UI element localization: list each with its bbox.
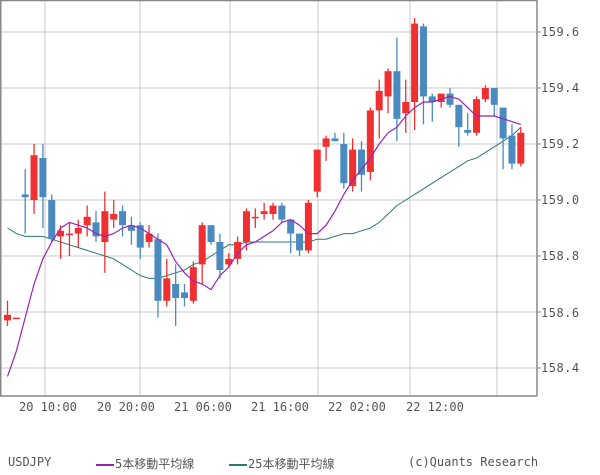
candle-body (119, 211, 127, 226)
candle-body (189, 267, 197, 301)
y-axis-label: 159.0 (541, 193, 580, 207)
candle-body (269, 205, 277, 214)
candle-body (101, 211, 109, 242)
candle-body (517, 132, 525, 164)
candle-body (225, 258, 233, 265)
candle-body (145, 233, 153, 242)
candle-body (30, 155, 38, 200)
legend-symbol: USDJPY (8, 455, 52, 469)
candle-body (21, 194, 29, 198)
candle-body (207, 225, 215, 242)
candle-body (83, 216, 91, 226)
candle-body (304, 202, 312, 251)
candle-body (455, 104, 463, 128)
candle-body (446, 93, 454, 105)
candle-body (393, 71, 401, 119)
candle-body (508, 135, 516, 164)
legend-ma5: 5本移動平均線 (96, 455, 194, 472)
ma25-swatch-icon (229, 463, 247, 466)
candle-body (428, 96, 436, 102)
candle-body (366, 110, 374, 172)
candle-body (65, 233, 73, 236)
candle-body (110, 214, 118, 220)
y-axis-label: 158.8 (541, 249, 580, 263)
x-axis-label: 22 02:00 (328, 400, 386, 414)
candlestick-chart (0, 0, 541, 397)
x-axis-label: 22 12:00 (406, 400, 464, 414)
candle-body (48, 200, 56, 240)
candle-body (242, 211, 250, 242)
candle-body (384, 71, 392, 97)
legend-ma25: 25本移動平均線 (229, 455, 334, 472)
candle-body (4, 314, 11, 321)
x-axis-label: 20 20:00 (97, 400, 155, 414)
candle-body (234, 242, 242, 259)
x-axis-label: 21 06:00 (174, 400, 232, 414)
candle-body (358, 149, 365, 175)
candle-body (127, 225, 135, 231)
x-axis-label: 20 10:00 (19, 400, 77, 414)
candle-body (198, 225, 206, 265)
candle-body (481, 88, 489, 100)
candle-body (92, 222, 100, 237)
candle-body (278, 205, 286, 220)
x-axis-label: 21 16:00 (251, 400, 309, 414)
candle-body (154, 239, 162, 301)
candle-body (322, 138, 330, 147)
candle-body (402, 102, 410, 114)
candle-body (136, 225, 144, 248)
candle-body (313, 149, 321, 192)
y-axis-label: 159.6 (541, 25, 580, 39)
candle-body (437, 93, 445, 102)
candle-body (74, 228, 82, 234)
ma25-line (7, 126, 522, 279)
legend-ma25-label: 25本移動平均線 (248, 457, 335, 471)
candle-body (172, 284, 180, 298)
candle-body (57, 230, 65, 237)
candle-body (296, 233, 304, 251)
candle-body (287, 219, 295, 234)
candle-body (490, 88, 498, 105)
credit-text: (c)Quants Research (408, 455, 539, 469)
y-axis-label: 159.4 (541, 81, 580, 95)
y-axis-label: 158.4 (541, 361, 580, 375)
candle-body (340, 144, 348, 184)
candle-body (331, 138, 339, 142)
candle-body (12, 317, 20, 320)
candle-body (181, 292, 188, 298)
y-axis-label: 159.2 (541, 137, 580, 151)
ma5-line (6, 95, 521, 377)
candle-body (419, 26, 427, 97)
candle-body (163, 278, 171, 301)
candle-body (251, 216, 259, 219)
candle-body (375, 90, 383, 111)
candle-body (411, 23, 419, 103)
candle-body (499, 107, 507, 139)
candle-body (464, 130, 472, 133)
candle-body (260, 211, 268, 214)
ma5-swatch-icon (96, 463, 114, 466)
legend-ma5-label: 5本移動平均線 (115, 457, 195, 471)
y-axis-label: 158.6 (541, 306, 580, 320)
candle-body (39, 158, 47, 198)
candle-body (216, 242, 224, 270)
candle-body (349, 149, 357, 186)
